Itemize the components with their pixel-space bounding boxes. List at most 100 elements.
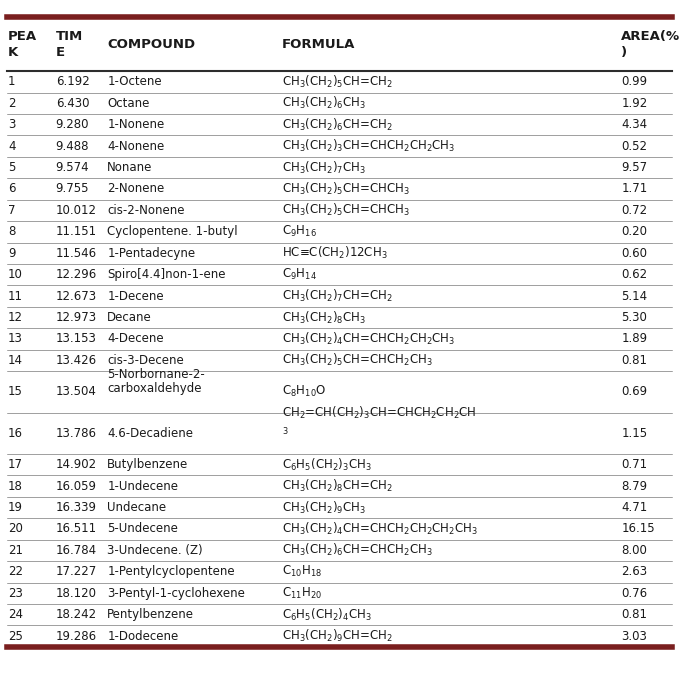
Text: 7: 7 bbox=[8, 204, 16, 217]
Text: C$_6$H$_5$(CH$_2$)$_3$CH$_3$: C$_6$H$_5$(CH$_2$)$_3$CH$_3$ bbox=[282, 457, 371, 473]
Text: 4.6-Decadiene: 4.6-Decadiene bbox=[107, 427, 194, 439]
Text: C$_9$H$_{16}$: C$_9$H$_{16}$ bbox=[282, 225, 316, 239]
Text: PEA
K: PEA K bbox=[8, 30, 37, 59]
Text: 1.92: 1.92 bbox=[621, 97, 648, 110]
Text: 1-Undecene: 1-Undecene bbox=[107, 480, 179, 493]
Text: C$_6$H$_5$(CH$_2$)$_4$CH$_3$: C$_6$H$_5$(CH$_2$)$_4$CH$_3$ bbox=[282, 607, 371, 623]
Text: 9.280: 9.280 bbox=[56, 118, 89, 131]
Text: 1-Decene: 1-Decene bbox=[107, 290, 164, 303]
Text: TIM
E: TIM E bbox=[56, 30, 83, 59]
Text: Decane: Decane bbox=[107, 311, 152, 324]
Text: 1.89: 1.89 bbox=[621, 332, 647, 346]
Text: 11.546: 11.546 bbox=[56, 247, 97, 260]
Text: CH$_3$(CH$_2$)$_4$CH=CHCH$_2$CH$_2$CH$_3$: CH$_3$(CH$_2$)$_4$CH=CHCH$_2$CH$_2$CH$_3… bbox=[282, 331, 455, 347]
Text: CH$_3$(CH$_2$)$_9$CH=CH$_2$: CH$_3$(CH$_2$)$_9$CH=CH$_2$ bbox=[282, 628, 392, 644]
Text: 0.69: 0.69 bbox=[621, 386, 647, 398]
Text: 4-Decene: 4-Decene bbox=[107, 332, 164, 346]
Text: 12.673: 12.673 bbox=[56, 290, 97, 303]
Text: CH$_2$=CH(CH$_2$)$_3$CH=CHCH$_2$CH$_2$CH
$_3$: CH$_2$=CH(CH$_2$)$_3$CH=CHCH$_2$CH$_2$CH… bbox=[282, 405, 476, 437]
Text: 5-Norbornane-2-
carboxaldehyde: 5-Norbornane-2- carboxaldehyde bbox=[107, 368, 205, 395]
Text: CH$_3$(CH$_2$)$_8$CH$_3$: CH$_3$(CH$_2$)$_8$CH$_3$ bbox=[282, 310, 366, 325]
Text: cis-2-Nonene: cis-2-Nonene bbox=[107, 204, 185, 217]
Text: C$_8$H$_{10}$O: C$_8$H$_{10}$O bbox=[282, 384, 326, 399]
Text: 13.504: 13.504 bbox=[56, 386, 96, 398]
Text: Nonane: Nonane bbox=[107, 161, 153, 174]
Text: 8.00: 8.00 bbox=[621, 544, 647, 557]
Text: 2.63: 2.63 bbox=[621, 565, 647, 578]
Text: 17.227: 17.227 bbox=[56, 565, 97, 578]
Text: C$_{10}$H$_{18}$: C$_{10}$H$_{18}$ bbox=[282, 565, 322, 579]
Text: 1.15: 1.15 bbox=[621, 427, 647, 439]
Text: 0.52: 0.52 bbox=[621, 140, 647, 153]
Text: 8.79: 8.79 bbox=[621, 480, 647, 493]
Text: 1-Pentylcyclopentene: 1-Pentylcyclopentene bbox=[107, 565, 235, 578]
Text: CH$_3$(CH$_2$)$_5$CH=CHCH$_2$CH$_3$: CH$_3$(CH$_2$)$_5$CH=CHCH$_2$CH$_3$ bbox=[282, 352, 433, 368]
Text: COMPOUND: COMPOUND bbox=[107, 38, 196, 50]
Text: 9.755: 9.755 bbox=[56, 182, 89, 196]
Text: 1-Pentadecyne: 1-Pentadecyne bbox=[107, 247, 196, 260]
Text: 17: 17 bbox=[8, 458, 23, 471]
Text: 13.426: 13.426 bbox=[56, 354, 97, 367]
Text: 16.511: 16.511 bbox=[56, 522, 97, 536]
Text: CH$_3$(CH$_2$)$_5$CH=CHCH$_3$: CH$_3$(CH$_2$)$_5$CH=CHCH$_3$ bbox=[282, 202, 409, 218]
Text: 9.488: 9.488 bbox=[56, 140, 89, 153]
Text: 8: 8 bbox=[8, 225, 16, 238]
Text: 9.574: 9.574 bbox=[56, 161, 90, 174]
Text: 16: 16 bbox=[8, 427, 23, 439]
Text: 0.99: 0.99 bbox=[621, 75, 647, 88]
Text: CH$_3$(CH$_2$)$_6$CH=CH$_2$: CH$_3$(CH$_2$)$_6$CH=CH$_2$ bbox=[282, 117, 392, 133]
Text: 16.784: 16.784 bbox=[56, 544, 97, 557]
Text: 12.973: 12.973 bbox=[56, 311, 97, 324]
Text: 18.120: 18.120 bbox=[56, 587, 96, 600]
Text: CH$_3$(CH$_2$)$_7$CH$_3$: CH$_3$(CH$_2$)$_7$CH$_3$ bbox=[282, 160, 366, 176]
Text: 0.71: 0.71 bbox=[621, 458, 647, 471]
Text: 3: 3 bbox=[8, 118, 16, 131]
Text: 16.339: 16.339 bbox=[56, 501, 96, 514]
Text: 13.153: 13.153 bbox=[56, 332, 96, 346]
Text: 18: 18 bbox=[8, 480, 23, 493]
Text: 1: 1 bbox=[8, 75, 16, 88]
Text: 20: 20 bbox=[8, 522, 23, 536]
Text: 9.57: 9.57 bbox=[621, 161, 647, 174]
Text: AREA(%
): AREA(% ) bbox=[621, 30, 679, 59]
Text: 3-Pentyl-1-cyclohexene: 3-Pentyl-1-cyclohexene bbox=[107, 587, 245, 600]
Text: 14.902: 14.902 bbox=[56, 458, 97, 471]
Text: Pentylbenzene: Pentylbenzene bbox=[107, 608, 194, 621]
Text: 16.15: 16.15 bbox=[621, 522, 655, 536]
Text: 0.60: 0.60 bbox=[621, 247, 647, 260]
Text: CH$_3$(CH$_2$)$_9$CH$_3$: CH$_3$(CH$_2$)$_9$CH$_3$ bbox=[282, 500, 366, 515]
Text: 19: 19 bbox=[8, 501, 23, 514]
Text: 9: 9 bbox=[8, 247, 16, 260]
Text: 4: 4 bbox=[8, 140, 16, 153]
Text: Butylbenzene: Butylbenzene bbox=[107, 458, 189, 471]
Text: 1.71: 1.71 bbox=[621, 182, 648, 196]
Text: 23: 23 bbox=[8, 587, 23, 600]
Text: 2: 2 bbox=[8, 97, 16, 110]
Text: 13: 13 bbox=[8, 332, 23, 346]
Text: 6.192: 6.192 bbox=[56, 75, 90, 88]
Text: 0.62: 0.62 bbox=[621, 268, 647, 281]
Text: 15: 15 bbox=[8, 386, 23, 398]
Text: 0.81: 0.81 bbox=[621, 608, 647, 621]
Text: 14: 14 bbox=[8, 354, 23, 367]
Text: 21: 21 bbox=[8, 544, 23, 557]
Text: 4.34: 4.34 bbox=[621, 118, 647, 131]
Text: 10: 10 bbox=[8, 268, 23, 281]
Text: 1-Nonene: 1-Nonene bbox=[107, 118, 164, 131]
Text: CH$_3$(CH$_2$)$_5$CH=CHCH$_3$: CH$_3$(CH$_2$)$_5$CH=CHCH$_3$ bbox=[282, 181, 409, 197]
Text: 11: 11 bbox=[8, 290, 23, 303]
Text: 16.059: 16.059 bbox=[56, 480, 96, 493]
Text: 3.03: 3.03 bbox=[621, 630, 647, 643]
Text: 11.151: 11.151 bbox=[56, 225, 97, 238]
Text: C$_9$H$_{14}$: C$_9$H$_{14}$ bbox=[282, 267, 316, 282]
Text: 6.430: 6.430 bbox=[56, 97, 89, 110]
Text: 12.296: 12.296 bbox=[56, 268, 97, 281]
Text: 13.786: 13.786 bbox=[56, 427, 96, 439]
Text: 4.71: 4.71 bbox=[621, 501, 648, 514]
Text: 0.72: 0.72 bbox=[621, 204, 647, 217]
Text: 10.012: 10.012 bbox=[56, 204, 96, 217]
Text: 18.242: 18.242 bbox=[56, 608, 97, 621]
Text: 22: 22 bbox=[8, 565, 23, 578]
Text: 24: 24 bbox=[8, 608, 23, 621]
Text: CH$_3$(CH$_2$)$_6$CH=CHCH$_2$CH$_3$: CH$_3$(CH$_2$)$_6$CH=CHCH$_2$CH$_3$ bbox=[282, 542, 433, 558]
